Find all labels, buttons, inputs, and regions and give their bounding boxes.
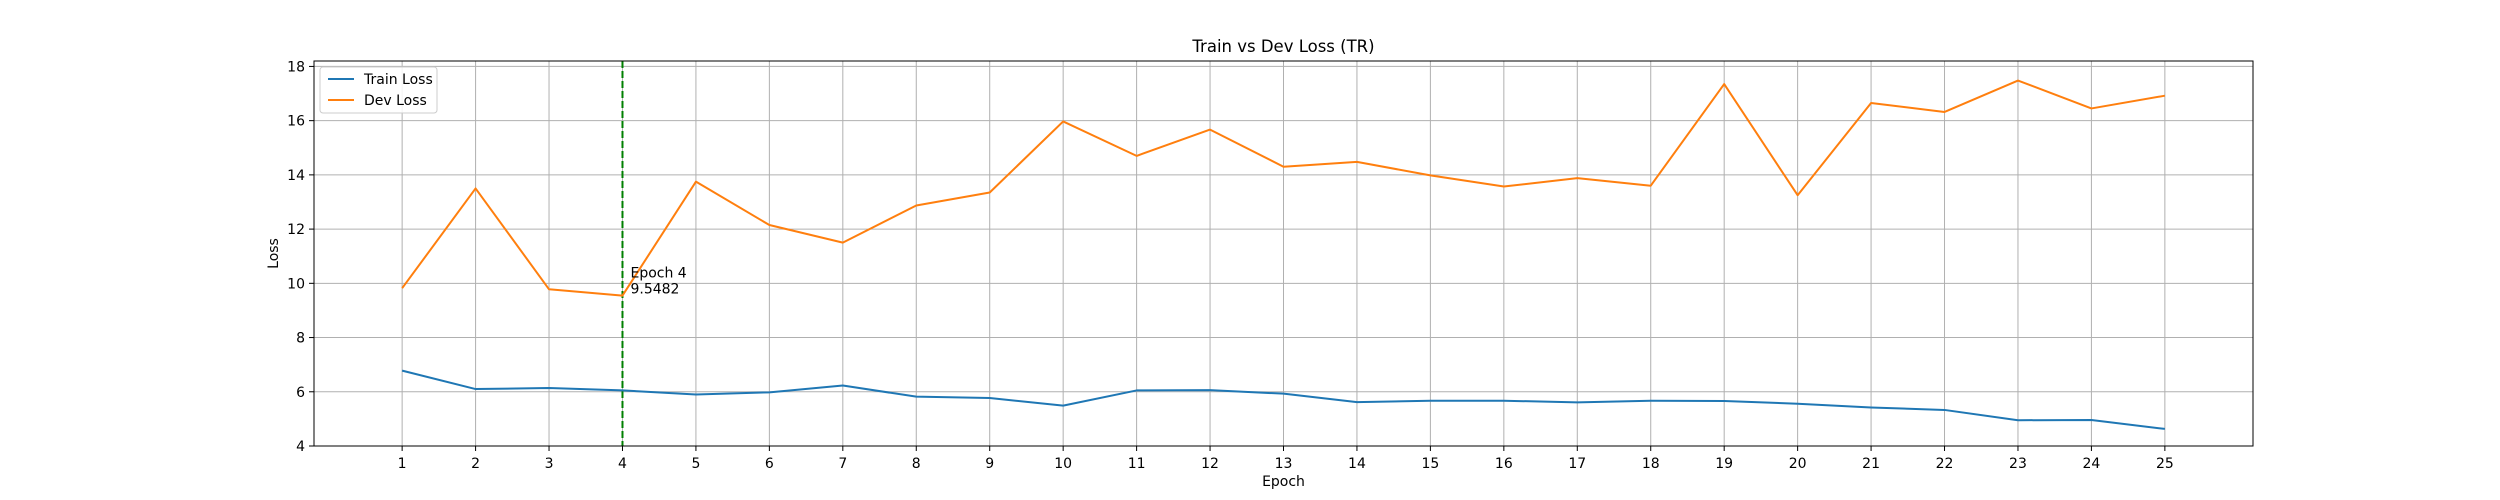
legend-label: Train Loss [363,72,433,88]
chart-title: Train vs Dev Loss (TR) [1191,37,1374,56]
x-tick-label: 14 [1348,456,1366,472]
x-tick-label: 5 [691,456,700,472]
y-tick-label: 14 [287,168,305,184]
best-epoch-annotation: Epoch 4 9.5482 [630,266,686,298]
x-tick-label: 25 [2156,456,2174,472]
x-tick-label: 21 [1862,456,1880,472]
series-line-dev-loss [401,79,2166,297]
y-tick-label: 6 [296,385,305,401]
tick-layer: 1 2 3 4 5 6 7 8 9 10 11 12 13 14 15 16 17 18 19 20 21 22 23 24 2… [287,59,2174,472]
x-tick-label: 6 [765,456,774,472]
legend-label: Dev Loss [364,93,427,109]
x-tick-label: 1 [398,456,407,472]
annotation-epoch: Epoch 4 [630,266,686,282]
series-layer [401,79,2166,430]
x-tick-label: 22 [1936,456,1954,472]
x-tick-label: 16 [1495,456,1513,472]
x-tick-label: 12 [1201,456,1219,472]
x-tick-label: 7 [838,456,847,472]
x-tick-label: 15 [1421,456,1439,472]
x-axis-label: Epoch [1262,474,1305,490]
x-tick-label: 4 [618,456,627,472]
legend: Train Loss Dev Loss [319,66,438,114]
annotation-value: 9.5482 [630,282,679,298]
y-tick-label: 4 [296,439,305,455]
x-tick-label: 18 [1642,456,1660,472]
x-tick-label: 2 [471,456,480,472]
x-tick-label: 20 [1789,456,1807,472]
x-tick-label: 23 [2009,456,2027,472]
x-tick-label: 8 [912,456,921,472]
x-tick-label: 19 [1715,456,1733,472]
x-tick-label: 17 [1568,456,1586,472]
y-tick-label: 18 [287,59,305,75]
x-tick-label: 11 [1128,456,1146,472]
y-tick-label: 12 [287,222,305,238]
x-tick-label: 24 [2083,456,2101,472]
x-tick-label: 13 [1275,456,1293,472]
y-tick-label: 8 [296,331,305,347]
x-tick-label: 9 [985,456,994,472]
y-tick-label: 10 [287,276,305,292]
y-axis-label: Loss [266,238,282,269]
y-tick-label: 16 [287,114,305,130]
x-tick-label: 10 [1054,456,1072,472]
series-line-train-loss [401,369,2165,430]
x-tick-label: 3 [545,456,554,472]
